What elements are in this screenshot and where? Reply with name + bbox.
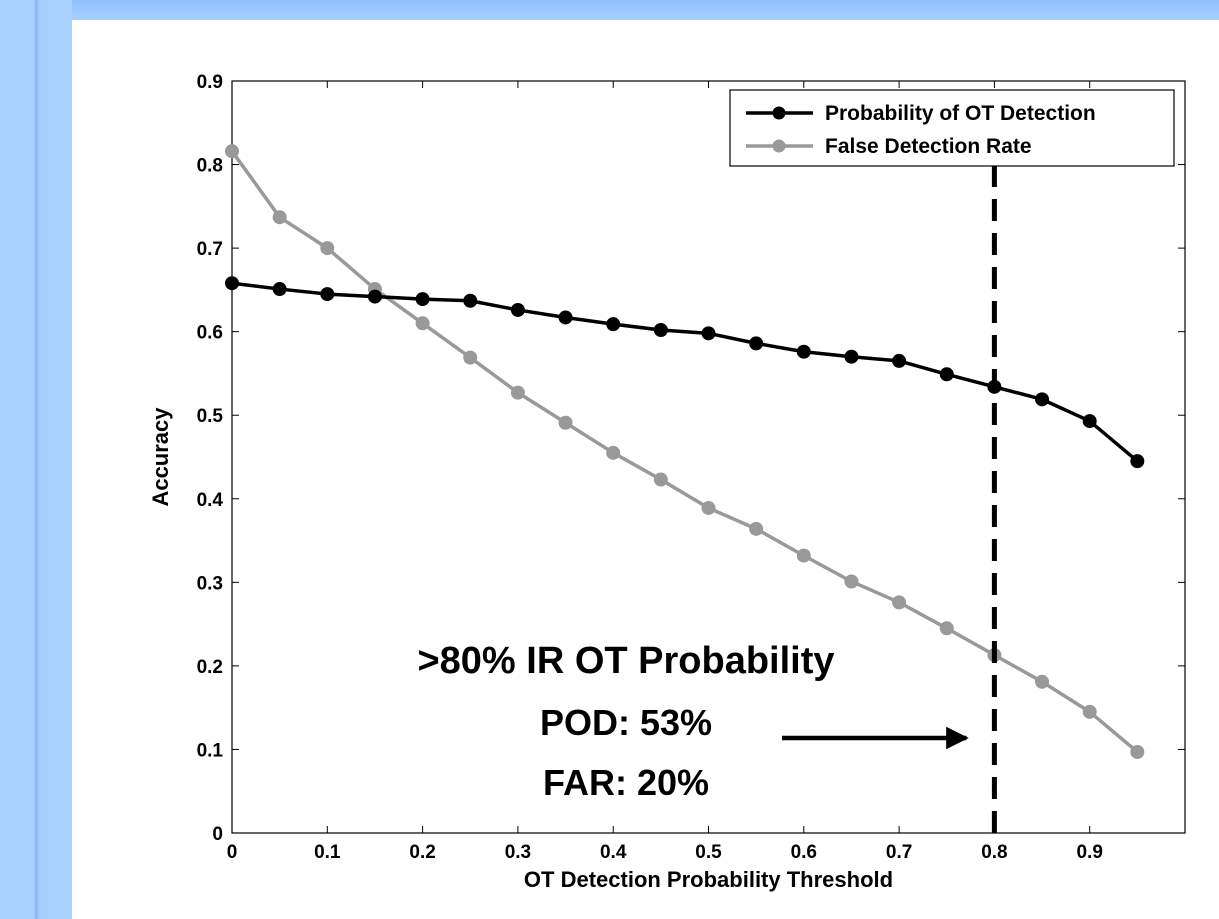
data-point-false-detection-rate bbox=[558, 415, 573, 430]
y-tick-label: 0.3 bbox=[197, 573, 223, 594]
data-point-false-detection-rate bbox=[463, 350, 478, 365]
legend-label-false-detection-rate: False Detection Rate bbox=[825, 135, 1032, 158]
y-tick-label: 0.4 bbox=[197, 490, 224, 511]
slide-top-border bbox=[0, 0, 1219, 20]
series-layer bbox=[225, 144, 1145, 759]
annotation-line: >80% IR OT Probability bbox=[417, 640, 834, 682]
data-point-false-detection-rate bbox=[653, 472, 668, 487]
data-point-false-detection-rate bbox=[272, 210, 287, 225]
x-tick-label: 0.9 bbox=[1076, 842, 1102, 863]
y-tick-label: 0.9 bbox=[197, 72, 223, 93]
data-point-false-detection-rate bbox=[796, 548, 811, 563]
data-point-false-detection-rate bbox=[1130, 744, 1145, 759]
data-point-false-detection-rate bbox=[844, 574, 859, 589]
annotation-line: FAR: 20% bbox=[543, 762, 709, 803]
x-tick-label: 0.4 bbox=[600, 842, 627, 863]
legend-marker-false-detection-rate bbox=[772, 139, 786, 153]
axis-ticks: 0 0.1 0.2 0.3 0.4 0.5 0.6 0.7 0.8 0.9 0 0.1 0.2 0.3 0.… bbox=[197, 72, 1185, 863]
accuracy-chart: OT Detection Probability Threshold Accura… bbox=[148, 72, 1186, 892]
data-point-probability-of-ot-detection bbox=[796, 344, 811, 359]
data-point-false-detection-rate bbox=[1035, 674, 1050, 689]
x-tick-label: 0.2 bbox=[409, 842, 435, 863]
slide-canvas: OT Detection Probability Threshold Accura… bbox=[72, 20, 1219, 919]
x-tick-label: 0.6 bbox=[791, 842, 817, 863]
data-point-false-detection-rate bbox=[606, 445, 621, 460]
data-point-probability-of-ot-detection bbox=[606, 317, 621, 332]
data-point-probability-of-ot-detection bbox=[844, 349, 859, 364]
data-point-probability-of-ot-detection bbox=[367, 289, 382, 304]
x-axis-label: OT Detection Probability Threshold bbox=[524, 867, 893, 892]
y-tick-label: 0.7 bbox=[197, 239, 223, 260]
slide-left-border bbox=[0, 0, 72, 919]
x-tick-label: 0.8 bbox=[981, 842, 1007, 863]
data-point-probability-of-ot-detection bbox=[1035, 392, 1050, 407]
y-tick-label: 0.8 bbox=[197, 156, 223, 177]
data-point-probability-of-ot-detection bbox=[320, 287, 335, 302]
data-point-probability-of-ot-detection bbox=[892, 353, 907, 368]
x-tick-label: 0 bbox=[227, 842, 238, 863]
data-point-false-detection-rate bbox=[320, 241, 335, 256]
data-point-probability-of-ot-detection bbox=[701, 326, 716, 341]
data-point-false-detection-rate bbox=[1082, 704, 1097, 719]
annotation-line: POD: 53% bbox=[540, 702, 712, 743]
data-point-false-detection-rate bbox=[510, 385, 525, 400]
data-point-false-detection-rate bbox=[701, 500, 716, 515]
data-point-false-detection-rate bbox=[892, 595, 907, 610]
y-tick-label: 0.5 bbox=[197, 406, 224, 427]
y-tick-label: 0.2 bbox=[197, 657, 223, 678]
y-tick-label: 0.6 bbox=[197, 323, 223, 344]
x-tick-label: 0.7 bbox=[886, 842, 912, 863]
data-point-probability-of-ot-detection bbox=[653, 322, 668, 337]
data-point-probability-of-ot-detection bbox=[939, 367, 954, 382]
legend: Probability of OT Detection False Detecti… bbox=[729, 89, 1175, 167]
data-point-probability-of-ot-detection bbox=[272, 282, 287, 297]
x-tick-label: 0.5 bbox=[695, 842, 722, 863]
annotation: >80% IR OT Probability POD: 53% FAR: 20% bbox=[417, 640, 969, 803]
data-point-false-detection-rate bbox=[749, 521, 764, 536]
data-point-probability-of-ot-detection bbox=[1082, 414, 1097, 429]
data-point-false-detection-rate bbox=[225, 144, 239, 159]
data-point-probability-of-ot-detection bbox=[1130, 454, 1145, 469]
x-tick-label: 0.3 bbox=[505, 842, 531, 863]
data-point-probability-of-ot-detection bbox=[749, 336, 764, 351]
series-line-false-detection-rate bbox=[230, 150, 1139, 754]
series-line-probability-of-ot-detection bbox=[231, 281, 1139, 463]
y-tick-label: 0 bbox=[212, 824, 223, 845]
data-point-probability-of-ot-detection bbox=[415, 292, 430, 307]
data-point-probability-of-ot-detection bbox=[225, 276, 239, 291]
legend-box bbox=[729, 89, 1175, 167]
x-tick-label: 0.1 bbox=[314, 842, 341, 863]
data-point-probability-of-ot-detection bbox=[558, 310, 573, 325]
data-point-probability-of-ot-detection bbox=[463, 293, 478, 308]
y-tick-label: 0.1 bbox=[197, 740, 224, 761]
data-point-false-detection-rate bbox=[415, 316, 430, 331]
y-axis-label: Accuracy bbox=[148, 407, 173, 507]
legend-label-probability-of-ot-detection: Probability of OT Detection bbox=[825, 102, 1096, 125]
data-point-probability-of-ot-detection bbox=[510, 302, 525, 317]
data-point-false-detection-rate bbox=[939, 621, 954, 636]
legend-marker-probability-of-ot-detection bbox=[772, 106, 786, 120]
